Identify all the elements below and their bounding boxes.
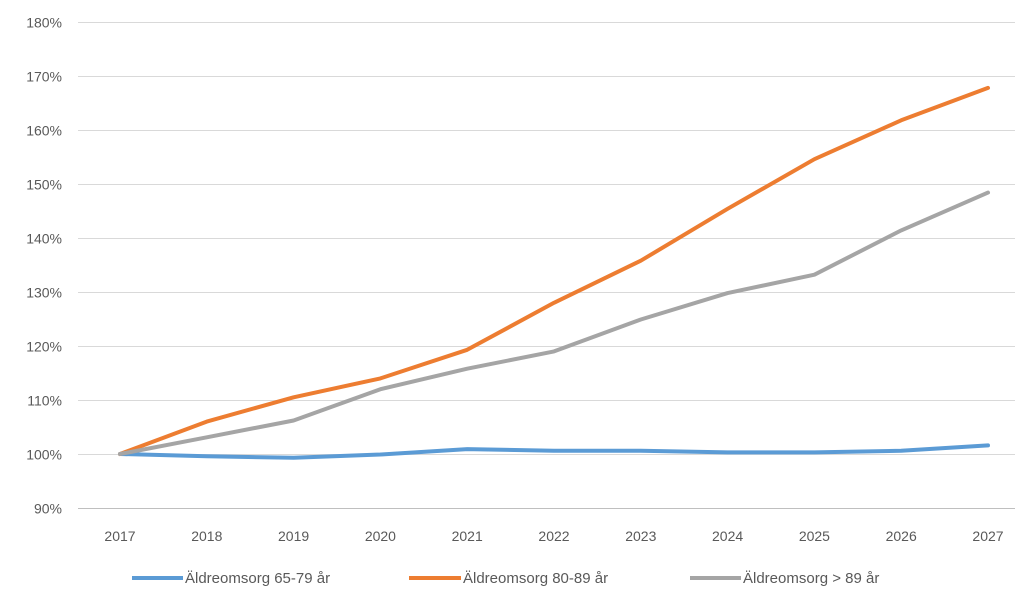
series-line-3: [118, 190, 990, 456]
legend-item: Äldreomsorg > 89 år: [690, 570, 879, 587]
y-tick-label: 180%: [26, 15, 62, 31]
x-tick-label: 2025: [799, 528, 830, 544]
y-tick-label: 110%: [27, 393, 62, 409]
y-axis-ticks: 90% 100% 110% 120% 130% 140% 150% 160% 170% 180%: [26, 15, 62, 517]
legend-label: Äldreomsorg 80-89 år: [463, 570, 608, 587]
x-axis-ticks: 2017 2018 2019 2020 2021 2022 2023 2024 2025 2026…: [104, 528, 1003, 544]
x-tick-label: 2018: [191, 528, 222, 544]
y-tick-label: 130%: [26, 285, 62, 301]
series-line-2: [118, 85, 990, 456]
y-tick-label: 150%: [26, 177, 62, 193]
x-tick-label: 2022: [538, 528, 569, 544]
y-tick-label: 140%: [26, 231, 62, 247]
y-tick-label: 90%: [34, 501, 62, 517]
x-tick-label: 2027: [972, 528, 1003, 544]
y-tick-label: 100%: [26, 447, 62, 463]
x-tick-label: 2023: [625, 528, 656, 544]
legend-label: Äldreomsorg 65-79 år: [185, 570, 330, 587]
x-tick-label: 2017: [104, 528, 135, 544]
gridlines: [78, 22, 1015, 509]
y-tick-label: 120%: [26, 339, 62, 355]
legend: Äldreomsorg 65-79 år Äldreomsorg 80-89 år…: [132, 570, 879, 587]
legend-item: Äldreomsorg 80-89 år: [409, 570, 608, 587]
x-tick-label: 2024: [712, 528, 743, 544]
legend-label: Äldreomsorg > 89 år: [743, 570, 879, 587]
x-tick-label: 2021: [452, 528, 483, 544]
x-tick-label: 2020: [365, 528, 396, 544]
legend-item: Äldreomsorg 65-79 år: [132, 570, 330, 587]
series-lines: [118, 85, 990, 460]
x-tick-label: 2019: [278, 528, 309, 544]
x-tick-label: 2026: [886, 528, 917, 544]
y-tick-label: 160%: [26, 123, 62, 139]
series-line-1: [118, 443, 990, 460]
y-tick-label: 170%: [26, 69, 62, 85]
